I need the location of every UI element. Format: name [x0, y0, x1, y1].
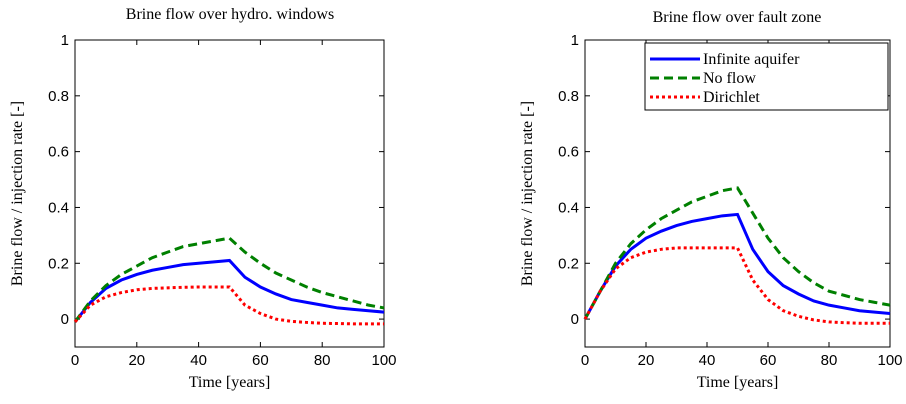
- legend-label: No flow: [703, 70, 756, 87]
- legend: Infinite aquifer No flow Dirichlet: [644, 42, 889, 111]
- axes-box: [74, 39, 385, 348]
- chart-title: Brine flow over fault zone: [653, 9, 822, 26]
- series-line: [583, 186, 891, 320]
- x-tick-label: 40: [190, 352, 207, 369]
- x-tick-label: 80: [821, 352, 838, 369]
- series-line: [73, 285, 384, 326]
- y-tick-label: 0.2: [48, 255, 69, 272]
- y-tick-label: 0: [571, 311, 579, 328]
- series-line: [73, 236, 385, 323]
- y-tick-label: 0.2: [558, 255, 579, 272]
- series-line: [583, 246, 890, 325]
- x-tick-label: 40: [699, 352, 716, 369]
- y-tick-label: 0.8: [48, 88, 69, 105]
- x-tick-label: 20: [128, 352, 145, 369]
- x-tick-label: 100: [877, 352, 902, 369]
- x-tick-label: 60: [252, 352, 269, 369]
- x-tick-label: 80: [314, 352, 331, 369]
- y-tick-label: 0.4: [558, 199, 579, 216]
- y-tick-label: 0.4: [48, 199, 69, 216]
- x-tick-label: 0: [71, 352, 79, 369]
- x-axis-label: Time [years]: [189, 374, 271, 391]
- y-tick-label: 1: [61, 32, 69, 49]
- x-axis-label: Time [years]: [697, 374, 779, 391]
- legend-label: Infinite aquifer: [703, 51, 800, 68]
- x-tick-label: 100: [371, 352, 396, 369]
- x-tick-label: 0: [581, 352, 589, 369]
- series-line: [73, 258, 385, 323]
- x-tick-label: 60: [760, 352, 777, 369]
- y-axis-label: Brine flow / injection rate [-]: [519, 101, 536, 286]
- series-line: [583, 212, 891, 320]
- y-axis-label: Brine flow / injection rate [-]: [9, 101, 26, 286]
- y-tick-label: 0.8: [558, 88, 579, 105]
- axes-box: [584, 39, 891, 348]
- y-tick-label: 0: [61, 311, 69, 328]
- y-tick-label: 0.6: [48, 144, 69, 161]
- legend-label: Dirichlet: [703, 89, 760, 106]
- y-tick-label: 1: [571, 32, 579, 49]
- plot: Brine flow over hydro. windows 0 20 40 60 80 1…: [9, 6, 397, 391]
- plot: Brine flow over fault zone 0 20 40 60 80 100 0 0…: [519, 9, 903, 391]
- chart-title: Brine flow over hydro. windows: [126, 6, 334, 23]
- x-tick-label: 20: [638, 352, 655, 369]
- y-tick-label: 0.6: [558, 144, 579, 161]
